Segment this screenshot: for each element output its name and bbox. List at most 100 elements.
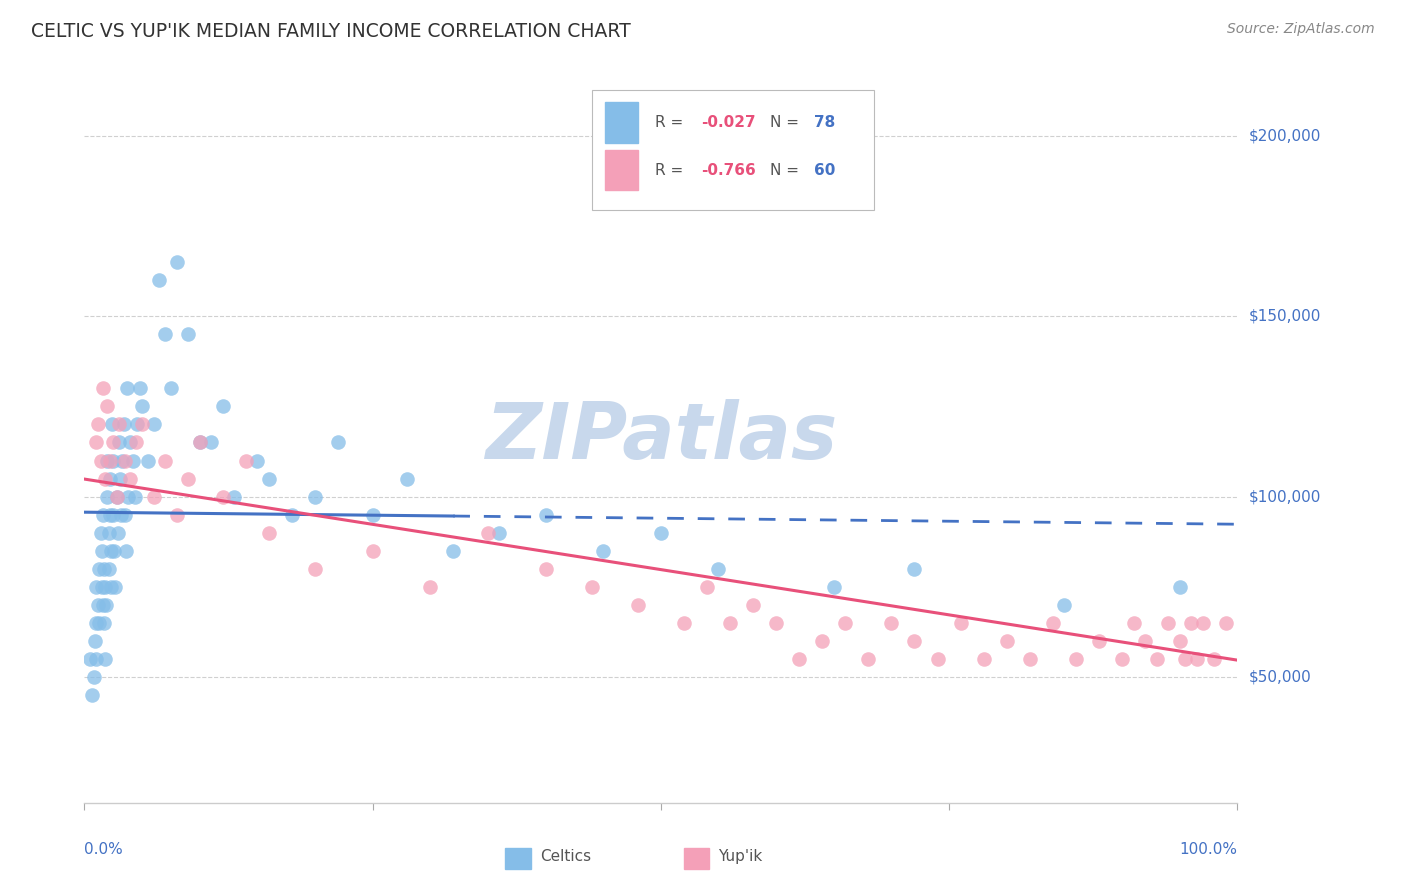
Point xyxy=(188,435,211,450)
FancyBboxPatch shape xyxy=(592,90,875,211)
Point xyxy=(110,508,132,522)
Bar xyxy=(505,848,530,869)
Point xyxy=(112,417,135,432)
Point xyxy=(1215,615,1237,630)
Point xyxy=(211,490,233,504)
Point xyxy=(188,435,211,450)
Bar xyxy=(606,150,638,190)
Point xyxy=(97,525,120,540)
Text: R =: R = xyxy=(655,115,688,130)
Point xyxy=(1146,651,1168,665)
Point xyxy=(592,543,614,558)
Point xyxy=(87,417,110,432)
Point xyxy=(136,453,159,467)
Point xyxy=(84,615,107,630)
Text: Yup'ik: Yup'ik xyxy=(718,848,762,863)
Point xyxy=(128,381,150,395)
Point xyxy=(103,453,124,467)
Point xyxy=(100,543,122,558)
Point xyxy=(89,615,111,630)
Point xyxy=(96,400,118,414)
Text: 60: 60 xyxy=(814,162,835,178)
Point xyxy=(89,525,111,540)
Point xyxy=(1185,651,1208,665)
Point xyxy=(949,615,972,630)
Point xyxy=(82,688,104,702)
Point xyxy=(281,508,304,522)
Point xyxy=(103,543,125,558)
Point xyxy=(100,580,122,594)
Point xyxy=(1168,633,1191,648)
Point xyxy=(121,453,143,467)
Point xyxy=(166,508,188,522)
Point xyxy=(534,508,557,522)
Point xyxy=(488,525,510,540)
Point xyxy=(114,508,136,522)
Point xyxy=(166,255,188,269)
Point xyxy=(94,471,117,485)
Point xyxy=(1191,615,1213,630)
Point xyxy=(101,417,124,432)
Point xyxy=(650,525,672,540)
Point xyxy=(419,580,441,594)
Text: $150,000: $150,000 xyxy=(1249,309,1320,324)
Text: $200,000: $200,000 xyxy=(1249,128,1320,144)
Point xyxy=(84,435,107,450)
Point xyxy=(787,651,810,665)
Point xyxy=(834,615,856,630)
Point xyxy=(361,508,384,522)
Point xyxy=(117,490,139,504)
Point xyxy=(91,508,114,522)
Point xyxy=(108,417,131,432)
Point xyxy=(79,651,101,665)
Point xyxy=(153,327,176,342)
Text: N =: N = xyxy=(770,115,804,130)
Point xyxy=(765,615,787,630)
Point xyxy=(98,471,121,485)
Point xyxy=(396,471,419,485)
Point xyxy=(200,435,222,450)
Point xyxy=(177,327,200,342)
Point xyxy=(903,561,925,575)
Point xyxy=(1042,615,1064,630)
Point xyxy=(96,490,118,504)
Point xyxy=(627,598,650,612)
Point xyxy=(94,580,117,594)
Point xyxy=(177,471,200,485)
Point xyxy=(83,670,105,684)
Point xyxy=(114,453,136,467)
Point xyxy=(83,633,105,648)
Text: Source: ZipAtlas.com: Source: ZipAtlas.com xyxy=(1227,22,1375,37)
Point xyxy=(973,651,995,665)
Point xyxy=(98,508,121,522)
Text: -0.027: -0.027 xyxy=(702,115,756,130)
Point xyxy=(160,381,183,395)
Point xyxy=(1018,651,1040,665)
Point xyxy=(142,490,165,504)
Text: ZIPatlas: ZIPatlas xyxy=(485,399,837,475)
Point xyxy=(124,490,146,504)
Text: Celtics: Celtics xyxy=(540,848,591,863)
Point xyxy=(89,453,111,467)
Point xyxy=(131,417,153,432)
Point xyxy=(87,598,110,612)
Point xyxy=(1157,615,1180,630)
Point xyxy=(103,435,124,450)
Point xyxy=(477,525,499,540)
Text: $50,000: $50,000 xyxy=(1249,669,1312,684)
Point xyxy=(91,598,114,612)
Point xyxy=(235,453,257,467)
Point xyxy=(84,580,107,594)
Point xyxy=(858,651,880,665)
Point xyxy=(441,543,464,558)
Text: 78: 78 xyxy=(814,115,835,130)
Point xyxy=(108,471,131,485)
Point xyxy=(326,435,349,450)
Point xyxy=(1168,580,1191,594)
Point xyxy=(148,273,170,287)
Point xyxy=(742,598,765,612)
Point xyxy=(98,453,121,467)
Point xyxy=(696,580,718,594)
Point xyxy=(105,490,128,504)
Point xyxy=(1064,651,1087,665)
